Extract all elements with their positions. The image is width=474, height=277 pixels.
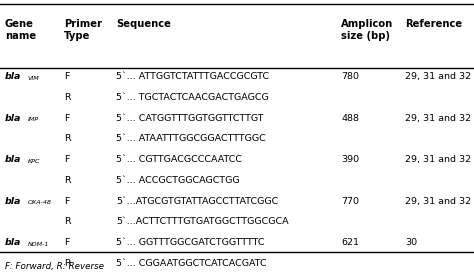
Text: R: R — [64, 217, 71, 226]
Text: 5`...ACTTCTTTGTGATGGCTTGGCGCA: 5`...ACTTCTTTGTGATGGCTTGGCGCA — [116, 217, 289, 226]
Text: 5`... TGCTACTCAACGACTGAGCG: 5`... TGCTACTCAACGACTGAGCG — [116, 93, 269, 102]
Text: F: F — [64, 238, 69, 247]
Text: 390: 390 — [341, 155, 359, 164]
Text: 488: 488 — [341, 114, 359, 122]
Text: F: Forward, R: Reverse: F: Forward, R: Reverse — [5, 262, 104, 271]
Text: 29, 31 and 32: 29, 31 and 32 — [405, 197, 472, 206]
Text: Primer
Type: Primer Type — [64, 19, 102, 41]
Text: 29, 31 and 32: 29, 31 and 32 — [405, 72, 472, 81]
Text: bla: bla — [5, 155, 21, 164]
Text: bla: bla — [5, 197, 21, 206]
Text: bla: bla — [5, 238, 21, 247]
Text: 5`... CATGGTTTGGTGGTTCTTGT: 5`... CATGGTTTGGTGGTTCTTGT — [116, 114, 264, 122]
Text: bla: bla — [5, 72, 21, 81]
Text: F: F — [64, 114, 69, 122]
Text: bla: bla — [5, 114, 21, 122]
Text: 5`... CGTTGACGCCCAATCC: 5`... CGTTGACGCCCAATCC — [116, 155, 242, 164]
Text: R: R — [64, 93, 71, 102]
Text: Amplicon
size (bp): Amplicon size (bp) — [341, 19, 393, 41]
Text: 29, 31 and 32: 29, 31 and 32 — [405, 114, 472, 122]
Text: F: F — [64, 155, 69, 164]
Text: 5`... ATTGGTCTATTTGACCGCGTC: 5`... ATTGGTCTATTTGACCGCGTC — [116, 72, 269, 81]
Text: OXA-48: OXA-48 — [27, 200, 51, 205]
Text: Sequence: Sequence — [116, 19, 171, 29]
Text: R: R — [64, 134, 71, 143]
Text: VIM: VIM — [27, 76, 39, 81]
Text: 5`...ATGCGTGTATTAGCCTTATCGGC: 5`...ATGCGTGTATTAGCCTTATCGGC — [116, 197, 278, 206]
Text: 780: 780 — [341, 72, 359, 81]
Text: IMP: IMP — [27, 117, 39, 122]
Text: 5`... ACCGCTGGCAGCTGG: 5`... ACCGCTGGCAGCTGG — [116, 176, 240, 185]
Text: 5`... ATAATTTGGCGGACTTTGGC: 5`... ATAATTTGGCGGACTTTGGC — [116, 134, 266, 143]
Text: 30: 30 — [405, 238, 418, 247]
Text: 770: 770 — [341, 197, 359, 206]
Text: F: F — [64, 72, 69, 81]
Text: NDM-1: NDM-1 — [27, 242, 49, 247]
Text: 29, 31 and 32: 29, 31 and 32 — [405, 155, 472, 164]
Text: KPC: KPC — [27, 159, 40, 164]
Text: R: R — [64, 176, 71, 185]
Text: Gene
name: Gene name — [5, 19, 36, 41]
Text: 5`... GGTTTGGCGATCTGGTTTTC: 5`... GGTTTGGCGATCTGGTTTTC — [116, 238, 264, 247]
Text: 621: 621 — [341, 238, 359, 247]
Text: 5`... CGGAATGGCTCATCACGATC: 5`... CGGAATGGCTCATCACGATC — [116, 259, 267, 268]
Text: Reference: Reference — [405, 19, 463, 29]
Text: F: F — [64, 197, 69, 206]
Text: R: R — [64, 259, 71, 268]
